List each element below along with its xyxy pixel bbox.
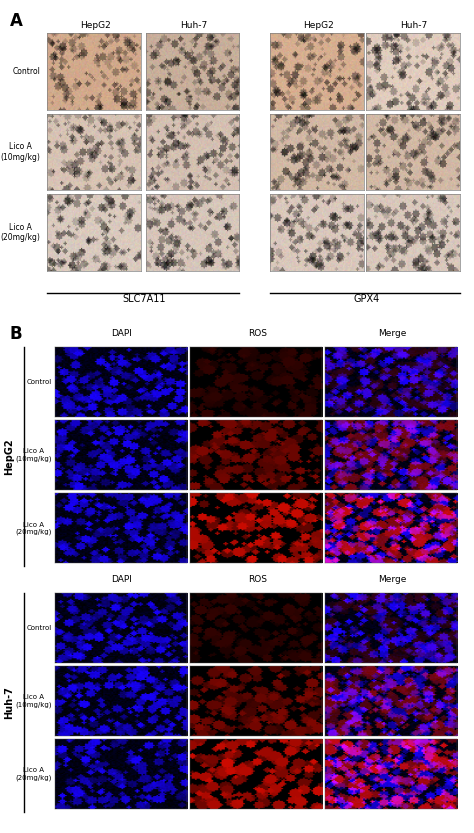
Text: HepG2: HepG2: [80, 21, 111, 30]
Text: Merge: Merge: [378, 329, 406, 338]
Text: ROS: ROS: [247, 575, 267, 584]
Text: ROS: ROS: [247, 329, 267, 338]
Text: Huh-7: Huh-7: [401, 21, 428, 30]
Text: HepG2: HepG2: [303, 21, 334, 30]
Text: Lico A
(10mg/kg): Lico A (10mg/kg): [0, 142, 40, 162]
Text: A: A: [9, 12, 22, 31]
Text: HepG2: HepG2: [4, 439, 15, 475]
Text: Lico A
(10mg/kg): Lico A (10mg/kg): [16, 694, 52, 708]
Text: Control: Control: [27, 625, 52, 631]
Text: DAPI: DAPI: [111, 329, 133, 338]
Text: Control: Control: [12, 67, 40, 76]
Text: Merge: Merge: [378, 575, 406, 584]
Text: Huh-7: Huh-7: [180, 21, 207, 30]
Text: B: B: [9, 325, 22, 343]
Text: Control: Control: [27, 379, 52, 385]
Text: Lico A
(10mg/kg): Lico A (10mg/kg): [16, 448, 52, 462]
Text: Lico A
(20mg/kg): Lico A (20mg/kg): [16, 521, 52, 535]
Text: DAPI: DAPI: [111, 575, 133, 584]
Text: SLC7A11: SLC7A11: [123, 294, 166, 304]
Text: Lico A
(20mg/kg): Lico A (20mg/kg): [16, 767, 52, 781]
Text: Lico A
(20mg/kg): Lico A (20mg/kg): [0, 223, 40, 242]
Text: GPX4: GPX4: [353, 294, 379, 304]
Text: Huh-7: Huh-7: [4, 686, 15, 719]
